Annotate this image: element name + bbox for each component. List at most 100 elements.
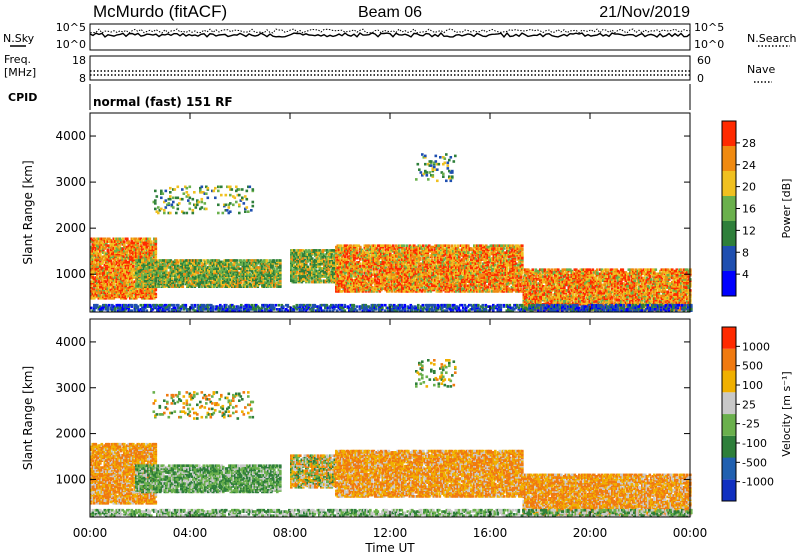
- data-cell: [252, 205, 255, 208]
- data-cell: [279, 259, 282, 262]
- data-cell: [192, 209, 195, 212]
- data-cell: [193, 191, 196, 194]
- data-cell: [165, 190, 168, 193]
- data-cell: [225, 194, 228, 197]
- data-cell: [388, 283, 391, 286]
- data-cell: [229, 202, 232, 205]
- data-cell: [141, 259, 144, 262]
- data-cell: [238, 212, 241, 215]
- nsky-panel-frame: [90, 24, 690, 50]
- data-cell: [177, 197, 180, 200]
- nsearch-tick-low: 10^0: [694, 38, 724, 51]
- data-cell: [183, 212, 186, 215]
- data-cell: [273, 259, 276, 262]
- data-cell: [247, 210, 250, 213]
- data-cell: [137, 296, 140, 299]
- data-cell: [213, 190, 216, 193]
- data-cell: [165, 206, 168, 209]
- data-cell: [311, 257, 314, 260]
- data-cell: [240, 281, 243, 284]
- data-cell: [201, 186, 204, 189]
- data-cell: [419, 257, 422, 260]
- beam-title: Beam 06: [358, 4, 422, 21]
- data-cell: [110, 260, 113, 263]
- data-cell: [246, 198, 249, 201]
- nsearch-tick-high: 10^5: [694, 21, 724, 34]
- nsky-tick-low: 10^0: [56, 38, 86, 51]
- data-cell: [177, 208, 180, 211]
- nsearch-series: [90, 29, 690, 33]
- data-cell: [204, 265, 207, 268]
- data-cell: [293, 249, 296, 252]
- cpid-label: CPID: [8, 91, 37, 104]
- data-cell: [160, 208, 163, 211]
- nsky-tick-high: 10^5: [56, 21, 86, 34]
- data-cell: [189, 208, 192, 211]
- data-cell: [155, 256, 158, 259]
- data-cell: [356, 247, 359, 250]
- data-cell: [356, 251, 359, 254]
- data-cell: [169, 198, 172, 201]
- data-cell: [207, 197, 210, 200]
- data-cell: [186, 191, 189, 194]
- data-cell: [168, 202, 171, 205]
- data-cell: [181, 188, 184, 191]
- data-cell: [150, 240, 153, 243]
- data-cell: [403, 244, 406, 247]
- data-cell: [244, 210, 247, 213]
- data-cell: [229, 194, 232, 197]
- data-cell: [154, 202, 157, 205]
- nave-tick-low: 0: [697, 72, 704, 85]
- data-cell: [201, 198, 204, 201]
- data-cell: [195, 206, 198, 209]
- data-cell: [165, 199, 168, 202]
- date-title: 21/Nov/2019: [599, 4, 690, 21]
- data-cell: [182, 283, 185, 286]
- data-cell: [169, 191, 172, 194]
- data-cell: [154, 208, 157, 211]
- nave-label: Nave: [747, 63, 775, 76]
- data-cell: [214, 187, 217, 190]
- data-cell: [126, 238, 129, 241]
- data-cell: [279, 280, 282, 283]
- data-cell: [154, 190, 157, 193]
- data-cell: [169, 212, 172, 215]
- freq-tick-high: 18: [72, 54, 86, 67]
- data-cell: [186, 212, 189, 215]
- data-cell: [217, 212, 220, 215]
- data-cell: [244, 195, 247, 198]
- data-cell: [186, 187, 189, 190]
- data-cell: [158, 285, 161, 288]
- data-cell: [171, 277, 174, 280]
- data-cell: [172, 201, 175, 204]
- data-cell: [273, 280, 276, 283]
- data-cell: [178, 202, 181, 205]
- data-cell: [156, 195, 159, 198]
- data-cell: [273, 268, 276, 271]
- data-cell: [398, 250, 401, 253]
- data-cell: [154, 199, 157, 202]
- data-cell: [246, 190, 249, 193]
- data-cell: [217, 190, 220, 193]
- data-cell: [189, 202, 192, 205]
- data-cell: [99, 253, 102, 256]
- data-cell: [205, 208, 208, 211]
- data-cell: [328, 268, 331, 271]
- data-cell: [243, 202, 246, 205]
- data-cell: [181, 198, 184, 201]
- data-cell: [205, 192, 208, 195]
- data-cell: [232, 204, 235, 207]
- data-cell: [217, 204, 220, 207]
- data-cell: [169, 187, 172, 190]
- data-cell: [320, 280, 323, 283]
- data-cell: [415, 264, 418, 267]
- data-cell: [246, 206, 249, 209]
- data-cell: [252, 201, 255, 204]
- data-cell: [228, 206, 231, 209]
- data-cell: [229, 186, 232, 189]
- data-cell: [183, 192, 186, 195]
- data-cell: [406, 244, 409, 247]
- data-cell: [172, 206, 175, 209]
- data-cell: [152, 285, 155, 288]
